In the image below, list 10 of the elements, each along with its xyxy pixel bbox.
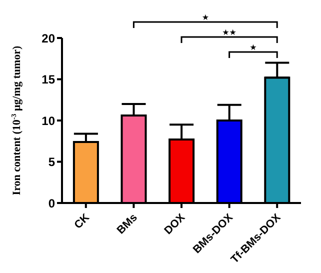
annotation: ★: [250, 43, 257, 52]
x-tick-label: CK: [72, 212, 92, 232]
y-tick-label: 5: [48, 155, 56, 170]
significance-bracket: ★: [228, 43, 278, 58]
significance-bracket: ★: [132, 13, 278, 28]
y-tick-label: 10: [42, 114, 56, 128]
y-tick-label: 0: [48, 196, 56, 210]
significance-bracket: ★★: [180, 28, 278, 43]
y-tick-label: 20: [42, 31, 56, 46]
y-tick-label: 15: [42, 72, 56, 87]
